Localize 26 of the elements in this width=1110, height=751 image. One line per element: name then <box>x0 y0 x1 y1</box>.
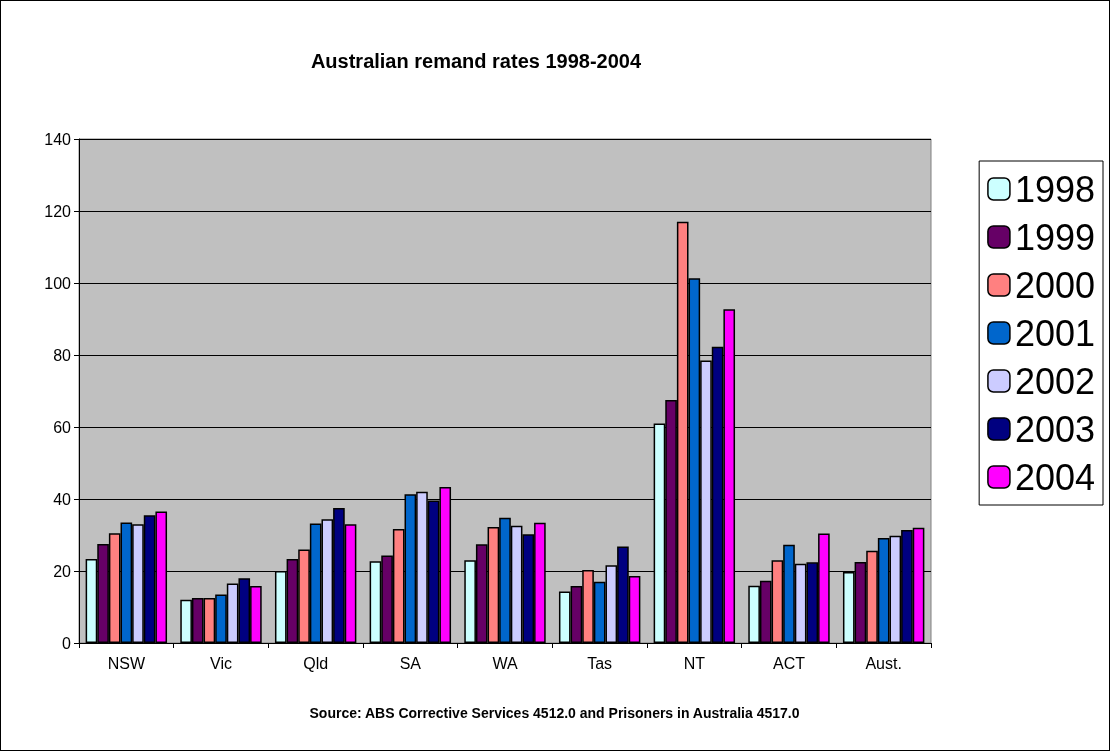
x-tick-label: Aust. <box>865 654 902 672</box>
y-tick-label: 0 <box>62 634 72 652</box>
y-tick-label: 120 <box>44 202 72 220</box>
legend-label: 2004 <box>1014 456 1096 498</box>
legend-label: 1998 <box>1014 168 1096 210</box>
chart-title: Australian remand rates 1998-2004 <box>310 50 642 72</box>
x-tick-label: SA <box>399 654 422 672</box>
y-tick-label: 80 <box>53 346 72 364</box>
y-tick-label: 140 <box>44 130 72 148</box>
x-tick-label: Vic <box>210 654 232 672</box>
y-tick-label: 40 <box>53 490 72 508</box>
x-tick-label: NT <box>683 654 706 672</box>
legend-label: 2002 <box>1014 360 1096 402</box>
x-tick-label: Tas <box>587 654 613 672</box>
x-tick-label: WA <box>492 654 518 672</box>
y-tick-label: 100 <box>44 274 72 292</box>
y-tick-label: 60 <box>53 418 72 436</box>
y-tick-label: 20 <box>53 562 72 580</box>
x-tick-label: ACT <box>773 654 806 672</box>
source-note: Source: ABS Corrective Services 4512.0 and Prisoners in Australia 4517.0 <box>309 705 800 721</box>
legend-label: 2003 <box>1014 408 1096 450</box>
legend-label: 1999 <box>1014 216 1096 258</box>
x-tick-label: Qld <box>303 654 329 672</box>
x-tick-label: NSW <box>107 654 146 672</box>
legend-label: 2001 <box>1014 312 1096 354</box>
legend-label: 2000 <box>1014 264 1096 306</box>
